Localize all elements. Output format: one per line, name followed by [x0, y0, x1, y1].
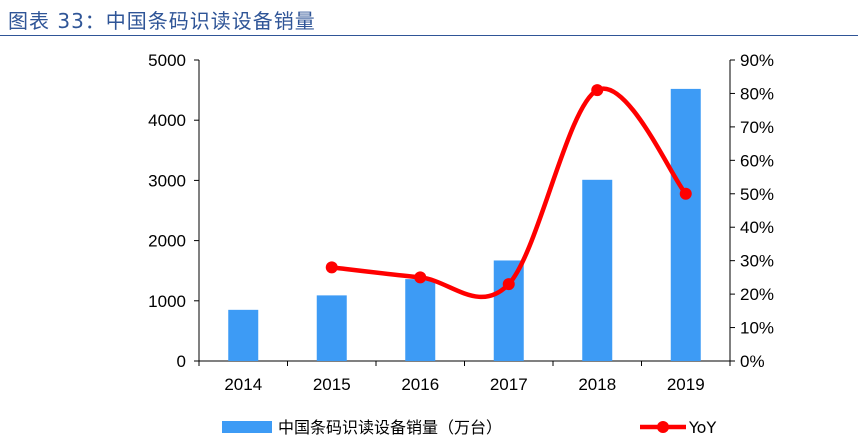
- x-axis-tick-label: 2014: [224, 375, 262, 394]
- figure-title: 图表 33：中国条码识读设备销量: [8, 9, 316, 33]
- right-axis-tick-label: 90%: [740, 51, 774, 70]
- left-axis-tick-label: 3000: [148, 171, 186, 190]
- legend-line-label: YoY: [688, 418, 716, 437]
- yoy-point: [414, 271, 427, 284]
- yoy-point: [325, 261, 338, 274]
- x-axis-tick-label: 2015: [313, 375, 351, 394]
- right-axis-tick-label: 10%: [740, 319, 774, 338]
- x-axis-tick-label: 2017: [490, 375, 528, 394]
- yoy-line: [329, 86, 688, 300]
- left-axis-tick-label: 1000: [148, 292, 186, 311]
- x-axis-tick-label: 2018: [578, 375, 616, 394]
- right-axis-tick-label: 40%: [740, 218, 774, 237]
- left-axis-tick-label: 4000: [148, 111, 186, 130]
- bar: [670, 88, 701, 362]
- left-axis-tick-label: 2000: [148, 232, 186, 251]
- right-axis-tick-label: 60%: [740, 151, 774, 170]
- bar: [582, 179, 613, 361]
- right-axis-tick-label: 50%: [740, 185, 774, 204]
- legend-bar-label: 中国条码识读设备销量（万台）: [278, 418, 502, 437]
- chart-legend: 中国条码识读设备销量（万台） YoY: [222, 418, 716, 437]
- chart-axes: 0 1000 2000 3000 4000 5000 0% 10% 20% 30% 40% 50% 60…: [148, 51, 774, 394]
- bar: [228, 309, 259, 361]
- bar-series: [228, 88, 701, 362]
- left-axis-tick-label: 0: [177, 352, 186, 371]
- title-underline: [0, 35, 858, 36]
- right-axis-tick-label: 20%: [740, 285, 774, 304]
- right-axis-tick-label: 0%: [740, 352, 765, 371]
- bar: [316, 295, 347, 361]
- yoy-point: [502, 278, 515, 291]
- yoy-point: [591, 84, 604, 97]
- yoy-point: [679, 187, 692, 200]
- legend-bar-swatch: [222, 421, 272, 433]
- right-axis-tick-label: 80%: [740, 84, 774, 103]
- figure-header: 图表 33：中国条码识读设备销量: [0, 0, 858, 36]
- right-axis-tick-label: 70%: [740, 118, 774, 137]
- yoy-line-series: [325, 84, 692, 300]
- right-axis-tick-label: 30%: [740, 252, 774, 271]
- bar: [493, 260, 524, 361]
- left-axis-tick-label: 5000: [148, 51, 186, 70]
- legend-line-marker: [657, 421, 669, 433]
- x-axis-tick-label: 2019: [667, 375, 705, 394]
- x-axis-tick-label: 2016: [401, 375, 439, 394]
- bar: [405, 279, 436, 361]
